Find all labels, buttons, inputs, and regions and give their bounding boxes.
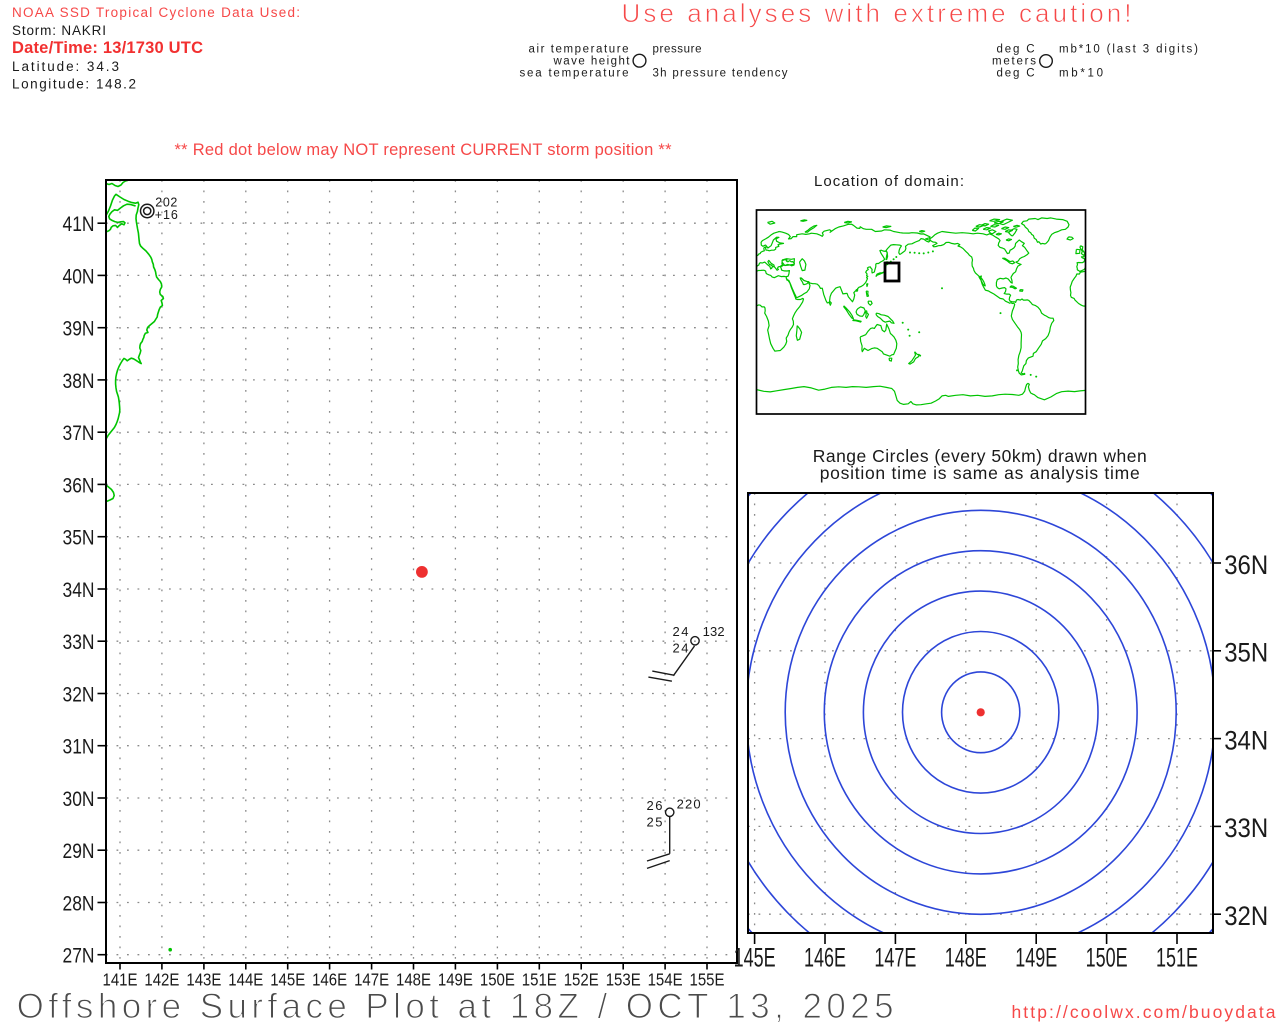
svg-text:132: 132 xyxy=(703,624,725,639)
svg-text:Longitude: 148.2: Longitude: 148.2 xyxy=(12,77,136,92)
svg-text:148E: 148E xyxy=(396,969,431,989)
svg-text:144E: 144E xyxy=(228,969,263,989)
svg-text:30N: 30N xyxy=(63,787,95,811)
svg-text:145E: 145E xyxy=(270,969,305,989)
svg-text:Storm: NAKRI: Storm: NAKRI xyxy=(12,23,106,38)
svg-text:143E: 143E xyxy=(186,969,221,989)
svg-text:147E: 147E xyxy=(354,969,389,989)
svg-text:154E: 154E xyxy=(648,969,683,989)
svg-text:36N: 36N xyxy=(63,473,95,497)
svg-text:149E: 149E xyxy=(438,969,473,989)
svg-text:155E: 155E xyxy=(690,969,725,989)
svg-text:meters: meters xyxy=(992,56,1036,68)
svg-text:34N: 34N xyxy=(63,578,95,602)
svg-text:37N: 37N xyxy=(63,421,95,445)
svg-text:147E: 147E xyxy=(874,943,916,973)
svg-text:+16: +16 xyxy=(155,208,178,222)
svg-text:202: 202 xyxy=(155,196,177,210)
svg-text:Location of domain:: Location of domain: xyxy=(814,173,964,190)
svg-text:** Red dot below may NOT repre: ** Red dot below may NOT represent CURRE… xyxy=(175,141,673,159)
svg-text:28N: 28N xyxy=(63,891,95,915)
svg-text:142E: 142E xyxy=(144,969,179,989)
svg-text:152E: 152E xyxy=(564,969,599,989)
svg-text:Range Circles (every 50km) dra: Range Circles (every 50km) drawn when xyxy=(813,446,1147,466)
svg-text:deg C: deg C xyxy=(997,44,1035,56)
svg-text:38N: 38N xyxy=(63,369,95,393)
svg-text:wave height: wave height xyxy=(553,56,631,68)
svg-text:33N: 33N xyxy=(1224,813,1268,843)
svg-text:pressure: pressure xyxy=(653,44,702,56)
svg-text:Offshore Surface Plot at 18Z /: Offshore Surface Plot at 18Z / OCT 13, 2… xyxy=(17,987,894,1024)
svg-text:mb*10 (last 3 digits): mb*10 (last 3 digits) xyxy=(1059,44,1198,56)
svg-text:24: 24 xyxy=(673,624,689,639)
svg-text:Latitude: 34.3: Latitude: 34.3 xyxy=(12,59,119,74)
svg-text:149E: 149E xyxy=(1015,943,1057,973)
svg-text:40N: 40N xyxy=(63,264,95,288)
svg-text:mb*10: mb*10 xyxy=(1059,68,1103,80)
svg-text:148E: 148E xyxy=(945,943,987,973)
svg-text:32N: 32N xyxy=(1224,901,1268,931)
svg-text:25: 25 xyxy=(647,815,663,830)
svg-text:220: 220 xyxy=(677,796,701,811)
svg-text:33N: 33N xyxy=(63,630,95,654)
svg-text:air temperature: air temperature xyxy=(529,44,629,56)
svg-text:32N: 32N xyxy=(63,682,95,706)
svg-text:146E: 146E xyxy=(804,943,846,973)
svg-text:34N: 34N xyxy=(1224,725,1268,755)
svg-text:29N: 29N xyxy=(63,839,95,863)
svg-text:Date/Time: 13/1730 UTC: Date/Time: 13/1730 UTC xyxy=(12,39,203,57)
svg-text:150E: 150E xyxy=(480,969,515,989)
svg-text:NOAA SSD Tropical Cyclone Data: NOAA SSD Tropical Cyclone Data Used: xyxy=(12,5,300,20)
svg-text:26: 26 xyxy=(647,798,663,813)
svg-text:24: 24 xyxy=(673,641,689,656)
svg-text:141E: 141E xyxy=(103,969,138,989)
svg-text:150E: 150E xyxy=(1086,943,1128,973)
svg-text:deg C: deg C xyxy=(997,68,1035,80)
svg-text:35N: 35N xyxy=(1224,638,1268,668)
svg-text:151E: 151E xyxy=(522,969,557,989)
svg-text:27N: 27N xyxy=(63,944,95,968)
svg-text:39N: 39N xyxy=(63,317,95,341)
svg-text:36N: 36N xyxy=(1224,550,1268,580)
svg-text:35N: 35N xyxy=(63,526,95,550)
svg-text:http://coolwx.com/buoydata: http://coolwx.com/buoydata xyxy=(1012,1002,1276,1022)
svg-text:153E: 153E xyxy=(606,969,641,989)
svg-text:146E: 146E xyxy=(312,969,347,989)
svg-text:3h pressure tendency: 3h pressure tendency xyxy=(653,68,788,80)
svg-text:145E: 145E xyxy=(734,943,776,973)
svg-text:31N: 31N xyxy=(63,735,95,759)
svg-text:151E: 151E xyxy=(1156,943,1198,973)
svg-text:position time is same as analy: position time is same as analysis time xyxy=(820,463,1140,483)
svg-text:41N: 41N xyxy=(63,212,95,236)
svg-text:sea temperature: sea temperature xyxy=(520,68,629,80)
svg-text:Use analyses with extreme caut: Use analyses with extreme caution! xyxy=(622,0,1132,28)
